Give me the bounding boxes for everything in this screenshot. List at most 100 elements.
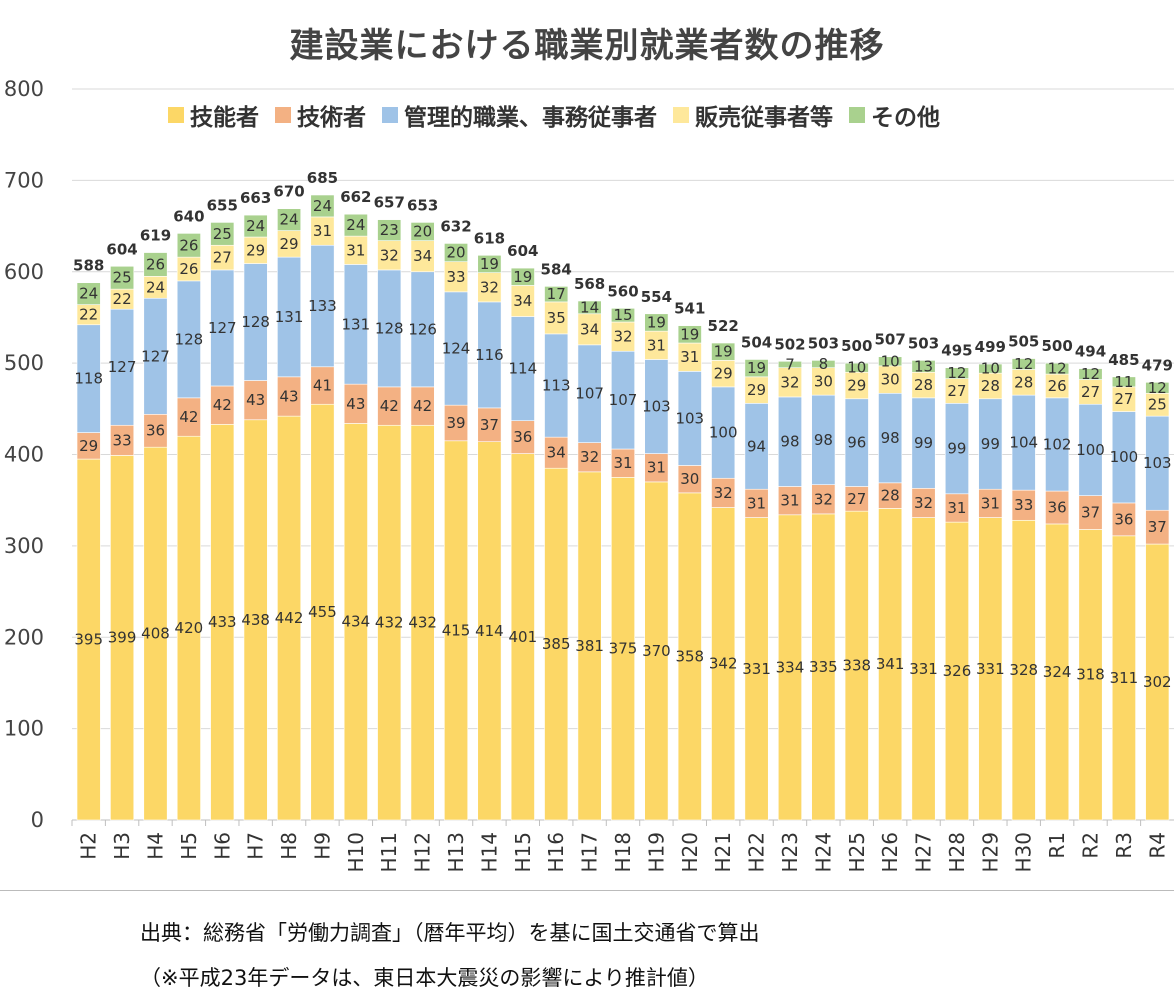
data-label: 414 (475, 622, 504, 640)
data-label: 311 (1110, 669, 1139, 687)
data-label: 118 (74, 370, 103, 388)
data-label: 27 (847, 490, 866, 508)
data-label: 126 (408, 320, 437, 338)
total-label: 588 (73, 257, 104, 275)
data-label: 434 (342, 613, 371, 631)
data-label: 99 (981, 435, 1000, 453)
y-tick-label: 500 (4, 351, 44, 375)
data-label: 32 (380, 246, 399, 264)
data-label: 31 (780, 492, 799, 510)
data-label: 326 (943, 662, 972, 680)
data-label: 19 (680, 325, 699, 343)
data-label: 102 (1043, 435, 1072, 453)
total-label: 604 (507, 242, 538, 260)
total-label: 655 (207, 196, 238, 214)
legend: 技能者 技術者 管理的職業、事務従事者 販売従事者等 その他 (168, 98, 940, 132)
data-label: 41 (313, 377, 332, 395)
data-label: 133 (308, 297, 337, 315)
data-label: 37 (1148, 518, 1167, 536)
data-label: 27 (213, 249, 232, 267)
data-label: 39 (446, 414, 465, 432)
data-label: 29 (79, 437, 98, 455)
total-label: 604 (106, 240, 137, 258)
data-label: 31 (647, 336, 666, 354)
legend-label: その他 (871, 105, 940, 131)
data-label: 29 (847, 377, 866, 395)
data-label: 28 (1014, 373, 1033, 391)
data-label: 29 (747, 381, 766, 399)
bar-segment (477, 255, 502, 273)
data-label: 19 (513, 268, 532, 286)
data-label: 100 (709, 424, 738, 442)
total-label: 499 (975, 338, 1006, 356)
legend-item: その他 (849, 98, 940, 132)
total-label: 640 (173, 207, 204, 225)
bar-segment (911, 360, 936, 373)
data-label: 334 (776, 658, 805, 676)
x-tick-label: H18 (611, 832, 635, 873)
data-label: 96 (847, 434, 866, 452)
bar-segment (844, 362, 869, 373)
data-label: 17 (547, 285, 566, 303)
x-tick-label: H23 (778, 832, 802, 873)
x-tick-label: R1 (1045, 832, 1069, 859)
legend-swatch (275, 107, 291, 123)
x-tick-label: R4 (1145, 832, 1169, 859)
data-label: 32 (480, 278, 499, 296)
total-label: 505 (1008, 333, 1039, 351)
bar-segment (510, 267, 535, 286)
x-tick-label: R3 (1112, 832, 1136, 859)
x-tick-label: H14 (477, 832, 501, 873)
data-label: 127 (141, 347, 170, 365)
data-label: 116 (475, 346, 504, 364)
data-label: 128 (175, 330, 204, 348)
data-label: 32 (714, 484, 733, 502)
total-label: 503 (908, 334, 939, 352)
data-label: 107 (575, 385, 604, 403)
data-label: 36 (1114, 510, 1133, 528)
data-label: 114 (508, 360, 537, 378)
bar-segment (1045, 362, 1070, 375)
data-label: 432 (408, 614, 437, 632)
y-tick-label: 400 (4, 443, 44, 467)
x-tick-label: H7 (244, 832, 268, 860)
data-label: 10 (881, 352, 900, 370)
bar-segment (1011, 358, 1036, 370)
data-label: 401 (508, 628, 537, 646)
data-label: 395 (74, 631, 103, 649)
data-label: 26 (179, 236, 198, 254)
data-label: 31 (346, 241, 365, 259)
data-label: 399 (108, 629, 137, 647)
data-label: 12 (1048, 360, 1067, 378)
x-tick-label: H24 (811, 832, 835, 873)
x-tick-label: H12 (411, 832, 435, 873)
bar-segment (878, 356, 903, 367)
data-label: 42 (213, 396, 232, 414)
data-label: 385 (542, 635, 571, 653)
data-label: 33 (113, 431, 132, 449)
legend-label: 販売従事者等 (695, 105, 833, 131)
data-label: 10 (847, 359, 866, 377)
data-label: 131 (342, 315, 371, 333)
data-label: 8 (819, 355, 829, 373)
bar-segment (777, 360, 802, 368)
data-label: 32 (914, 494, 933, 512)
x-tick-label: H10 (344, 832, 368, 873)
data-label: 23 (380, 221, 399, 239)
data-label: 438 (241, 611, 270, 629)
data-label: 22 (79, 306, 98, 324)
x-tick-label: H25 (845, 832, 869, 873)
data-label: 29 (714, 365, 733, 383)
data-label: 331 (909, 660, 938, 678)
bar-segment (110, 265, 135, 290)
data-label: 20 (413, 223, 432, 241)
data-label: 455 (308, 603, 337, 621)
x-tick-label: H21 (711, 832, 735, 873)
x-tick-label: H20 (678, 832, 702, 873)
data-label: 415 (442, 621, 471, 639)
y-tick-label: 600 (4, 260, 44, 284)
data-label: 103 (642, 398, 671, 416)
chart-title: 建設業における職業別就業者数の推移 (289, 26, 885, 66)
data-label: 24 (346, 216, 365, 234)
data-label: 7 (785, 355, 795, 373)
